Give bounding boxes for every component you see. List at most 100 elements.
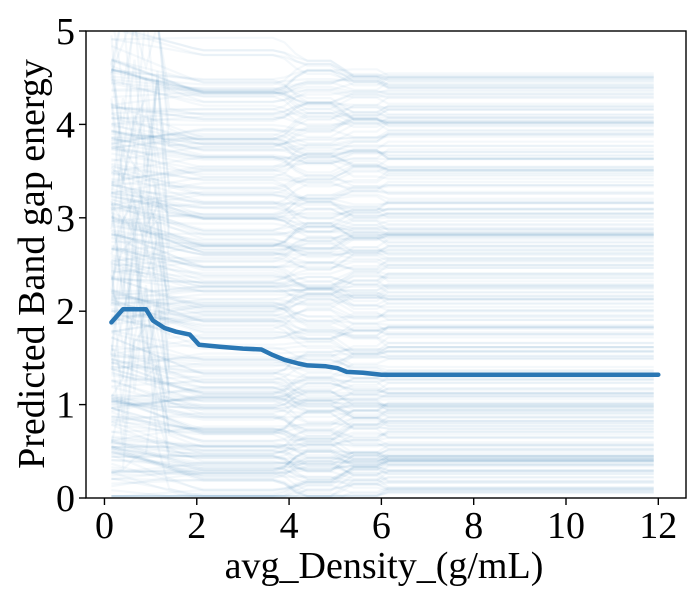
ice-line [111,236,654,399]
ice-line [111,192,654,220]
ice-line [111,288,654,306]
ice-line [111,403,654,434]
ice-line [111,470,654,498]
ice-line [110,178,654,360]
ice-line [111,331,654,361]
ice-line [111,390,654,409]
ice-line [111,398,654,450]
ice-line [110,266,654,462]
y-tick-label: 4 [56,104,75,146]
ice-line [110,248,654,411]
ice-line [111,435,654,457]
y-axis-label: Predicted Band gap energy [11,59,53,469]
plot-frame [85,30,687,499]
ice-line [111,355,654,372]
ice-line [111,293,654,321]
ice-line [111,115,654,126]
ice-line [111,401,654,410]
ice-line [111,447,654,471]
average-pdp-line [109,307,661,377]
ice-line [111,215,654,248]
ice-line [111,68,654,98]
ice-line [111,357,654,395]
ice-line [111,447,654,477]
ice-line [111,416,654,456]
ice-line [111,387,654,411]
ice-line [111,296,654,323]
ice-line [111,89,654,124]
ice-line [111,116,654,145]
ice-line [111,420,654,441]
ice-line [110,454,654,492]
ice-line [111,157,654,181]
ice-line [111,38,654,89]
ice-line [111,444,654,498]
ice-line [111,289,654,343]
ice-line [111,445,654,465]
ice-line [111,78,654,91]
ice-line [111,113,654,133]
ice-line [110,31,654,172]
ice-line [110,222,654,412]
ice-line [111,378,654,440]
ice-line [111,348,654,402]
ice-line [111,205,654,232]
ice-line [110,189,654,314]
y-axis-ticks: 0 1 2 3 4 5 [56,11,86,520]
ice-line [111,107,654,141]
ice-line [117,31,654,78]
ice-line [128,31,654,80]
ice-line [111,408,654,432]
ice-lines-layer [110,31,654,498]
ice-line [111,448,654,474]
ice-line [111,415,654,431]
ice-line [111,446,654,498]
ice-line [111,216,654,252]
ice-line [111,301,654,332]
ice-line [110,284,654,455]
ice-line [111,149,654,188]
ice-line [111,358,654,383]
y-tick-label: 1 [56,385,75,427]
ice-line [123,31,654,166]
ice-line [111,361,654,396]
ice-line [111,471,654,497]
ice-line [111,423,654,459]
ice-line [110,175,654,318]
ice-line [110,44,654,115]
ice-line [111,185,654,209]
ice-line [111,450,654,471]
ice-line [111,247,654,282]
ice-line [111,121,654,145]
ice-line [111,360,654,475]
ice-line [111,86,654,127]
ice-line [111,236,654,250]
ice-line [110,102,654,326]
ice-line [111,441,654,467]
ice-line [111,447,654,460]
ice-line [111,133,654,183]
ice-line [111,399,654,438]
ice-line [111,275,654,293]
ice-line [111,396,654,433]
ice-line [111,417,654,447]
ice-line [111,462,654,495]
ice-line [111,452,654,480]
y-tick-label: 2 [56,291,75,333]
ice-line [111,349,654,373]
ice-line [111,256,654,270]
ice-line [110,336,654,375]
x-tick-label: 2 [187,505,206,547]
ice-line [111,90,654,117]
ice-line [110,338,654,460]
ice-line [111,96,654,141]
ice-line [111,94,654,121]
ice-line [111,397,654,412]
ice-line [111,183,654,236]
ice-line [111,344,654,364]
ice-line [111,438,654,447]
ice-line [111,262,654,289]
x-tick-label: 10 [547,505,585,547]
ice-line [111,394,654,442]
ice-line [111,301,654,340]
